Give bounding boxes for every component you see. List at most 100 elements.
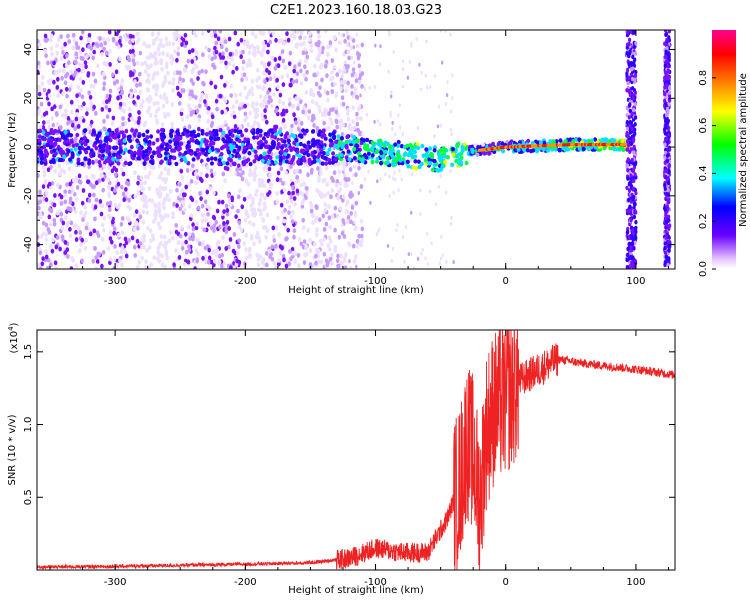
spectrogram-cell [292, 68, 297, 74]
spectrogram-cell [92, 143, 97, 148]
spectrogram-cell [84, 150, 89, 155]
spectrogram-cell [164, 36, 168, 42]
spectrogram-cell [359, 93, 362, 98]
spectrogram-cell [419, 188, 422, 193]
spectrogram-cell [258, 181, 262, 187]
spectrogram-cell [295, 42, 299, 47]
spectrogram-cell [332, 64, 337, 70]
spectrogram-cell [47, 88, 51, 94]
spectrogram-cell [409, 148, 414, 153]
spectrogram-cell [185, 168, 190, 173]
spectrogram-cell [93, 78, 98, 84]
spectrogram-cell [294, 78, 299, 84]
spectrogram-cell [441, 60, 444, 65]
spectrogram-cell [663, 41, 667, 46]
spectrogram-cell [285, 199, 290, 205]
spectrogram-cell [294, 120, 298, 126]
spectrogram-cell [191, 163, 195, 169]
spectrogram-cell [340, 87, 343, 92]
spectrogram-cell [260, 216, 265, 222]
spectrogram-cell [61, 50, 65, 55]
spectrogram-cell [356, 128, 361, 134]
spectrogram-cell [268, 128, 273, 133]
spectrogram-cell [341, 101, 346, 107]
spectrogram-cell [247, 58, 251, 63]
spectrogram-cell [630, 126, 634, 132]
spectrogram-cell [175, 32, 179, 38]
spectrogram-cell [208, 220, 213, 226]
spectrogram-cell [343, 265, 348, 269]
spectrogram-cell [159, 127, 164, 133]
spectrogram-cell [338, 206, 343, 211]
spectrogram-cell [87, 164, 91, 170]
spectrogram-cell [154, 87, 159, 92]
spectrogram-cell [268, 39, 273, 45]
spectrogram-cell [231, 248, 236, 254]
spectrogram-cell [92, 192, 96, 198]
spectrogram-cell [255, 252, 259, 258]
spectrogram-cell [451, 73, 454, 78]
spectrogram-cell [289, 82, 293, 88]
spectrogram-cell [75, 132, 80, 138]
spectrogram-cell [74, 51, 79, 57]
spectrogram-cell [348, 219, 353, 225]
spectrogram-cell [449, 127, 453, 132]
spectrogram-cell [255, 127, 260, 133]
spectrogram-cell [304, 76, 308, 82]
spectrogram-cell [273, 160, 278, 165]
spectrogram-cell [133, 170, 137, 176]
spectrogram-cell [55, 122, 60, 127]
spectrogram-cell [664, 212, 668, 217]
spectrogram-cell [634, 190, 638, 196]
spectrogram-cell [119, 249, 124, 255]
spectrogram-cell [86, 179, 90, 185]
spectrogram-cell [294, 179, 299, 184]
spectrogram-cell [250, 91, 255, 97]
spectrogram-cell [279, 149, 284, 154]
spectrogram-cell [209, 168, 214, 174]
spectrogram-cell [256, 262, 261, 268]
spectrogram-cell [278, 177, 283, 183]
spectrogram-cell [665, 82, 669, 88]
spectrogram-cell [322, 237, 327, 242]
spectrogram-cell [243, 103, 247, 109]
spectrogram-cell [340, 74, 344, 79]
spectrogram-cell [63, 41, 67, 47]
spectrogram-cell [237, 220, 242, 226]
spectrogram-cell [243, 85, 247, 91]
spectrogram-cell [222, 160, 226, 165]
spectrogram-cell [176, 51, 180, 57]
spectrogram-cell [227, 61, 232, 67]
spectrogram-cell [325, 151, 330, 156]
spectrogram-cell [112, 165, 117, 171]
spectrogram-cell [322, 133, 327, 138]
spectrogram-cell [47, 124, 52, 130]
spectrogram-cell [37, 234, 40, 240]
spectrogram-cell [245, 39, 249, 45]
spectrogram-cell [77, 62, 82, 67]
spectrogram-cell [69, 99, 74, 105]
spectrogram-cell [108, 62, 112, 67]
spectrogram-cell [98, 36, 102, 41]
spectrogram-cell [248, 220, 252, 226]
spectrogram-cell [129, 94, 133, 100]
spectrogram-cell [301, 217, 306, 223]
spectrogram-cell [213, 258, 217, 264]
spectrogram-cell [84, 64, 88, 70]
spectrogram-cell [232, 148, 237, 154]
spectrogram-cell [217, 261, 221, 266]
spectrogram-cell [163, 75, 168, 80]
spectrogram-cell [487, 143, 492, 148]
spectrogram-cell [53, 260, 58, 266]
spectrogram-cell [166, 111, 170, 117]
spectrogram-cell [265, 262, 269, 268]
spectrogram-cell [356, 55, 361, 61]
spectrogram-cell [331, 107, 335, 112]
spectrogram-cell [306, 115, 311, 121]
spectrogram-cell [120, 90, 124, 96]
spectrogram-cell [272, 74, 277, 79]
spectrogram-cell [379, 150, 384, 156]
spectrogram-cell [285, 31, 289, 37]
spectrogram-cell [299, 80, 304, 86]
spectrogram-cell [85, 54, 89, 59]
